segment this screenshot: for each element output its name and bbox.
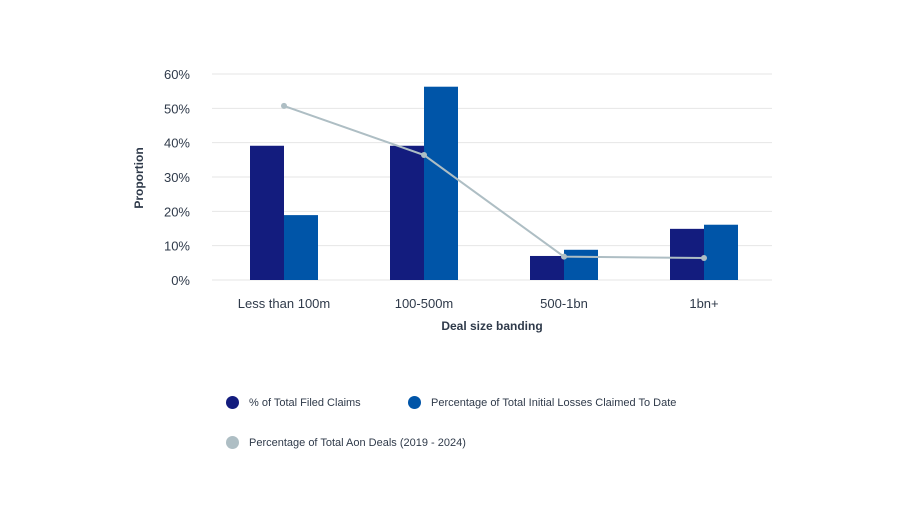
bar[interactable] bbox=[670, 228, 704, 280]
legend-marker-icon bbox=[408, 396, 421, 409]
bar[interactable] bbox=[530, 255, 564, 280]
legend-label: Percentage of Total Initial Losses Claim… bbox=[431, 396, 677, 409]
legend-item-filed-claims[interactable]: % of Total Filed Claims bbox=[226, 396, 361, 409]
line-point[interactable] bbox=[281, 102, 287, 109]
legend-label: Percentage of Total Aon Deals (2019 - 20… bbox=[249, 436, 466, 449]
y-axis-ticks: 0% 10% 20% 30% 40% 50% 60% bbox=[164, 67, 190, 288]
x-axis-label: Deal size banding bbox=[441, 319, 542, 333]
legend-label: % of Total Filed Claims bbox=[249, 396, 361, 409]
line-series bbox=[281, 102, 707, 262]
y-tick-label: 20% bbox=[164, 204, 190, 219]
x-tick-label: 100-500m bbox=[395, 296, 454, 311]
bar[interactable] bbox=[250, 145, 284, 280]
y-tick-label: 10% bbox=[164, 239, 190, 254]
bar[interactable] bbox=[390, 145, 424, 280]
bar[interactable] bbox=[564, 249, 598, 280]
legend-item-aon-deals[interactable]: Percentage of Total Aon Deals (2019 - 20… bbox=[226, 436, 466, 449]
line-point[interactable] bbox=[561, 253, 567, 260]
legend-marker-icon bbox=[226, 396, 239, 409]
y-tick-label: 30% bbox=[164, 170, 190, 185]
bar[interactable] bbox=[424, 86, 458, 280]
y-tick-label: 0% bbox=[171, 273, 190, 288]
x-tick-label: Less than 100m bbox=[238, 296, 331, 311]
y-tick-label: 60% bbox=[164, 67, 190, 82]
legend-marker-icon bbox=[226, 436, 239, 449]
line-point[interactable] bbox=[421, 152, 427, 159]
y-axis-label: Proportion bbox=[132, 147, 146, 208]
y-tick-label: 50% bbox=[164, 101, 190, 116]
bar-series bbox=[250, 86, 738, 280]
legend-item-initial-losses[interactable]: Percentage of Total Initial Losses Claim… bbox=[408, 396, 676, 409]
line-path bbox=[283, 104, 705, 260]
bar[interactable] bbox=[284, 215, 318, 280]
bar[interactable] bbox=[704, 224, 738, 280]
x-tick-label: 500-1bn bbox=[540, 296, 588, 311]
line-point[interactable] bbox=[701, 255, 707, 262]
x-tick-label: 1bn+ bbox=[689, 296, 718, 311]
x-axis-ticks: Less than 100m 100-500m 500-1bn 1bn+ bbox=[238, 296, 719, 311]
y-tick-label: 40% bbox=[164, 136, 190, 151]
